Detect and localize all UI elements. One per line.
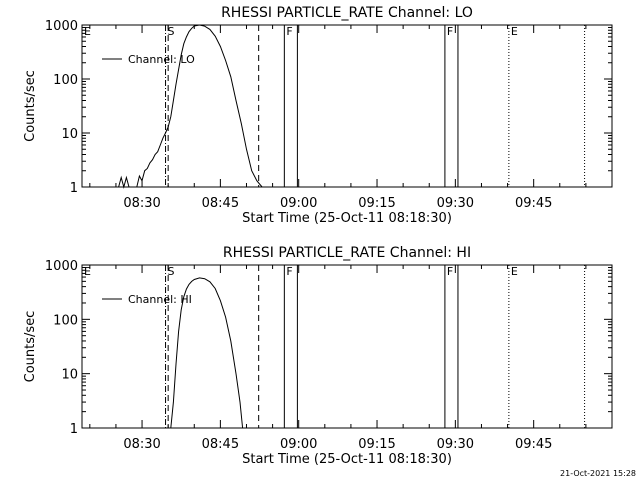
y-axis-label: Counts/sec (23, 70, 38, 142)
x-tick-label: 08:30 (123, 196, 160, 211)
y-axis-label: Counts/sec (23, 311, 38, 383)
y-tick-label: 1000 (45, 19, 78, 34)
chart-panel-0: RHESSI PARTICLE_RATE Channel: LO 1 10 100 10… (23, 5, 613, 226)
x-tick-label: 08:45 (202, 196, 239, 211)
legend-label: Channel: LO (128, 53, 195, 66)
x-tick-label: 09:45 (515, 196, 552, 211)
series-line (170, 277, 244, 429)
y-tick-label: 100 (53, 73, 78, 88)
chart-panel-1: RHESSI PARTICLE_RATE Channel: HI 1 10 100 10… (23, 245, 613, 467)
event-marker-label: F (447, 25, 453, 38)
plot-frame (81, 264, 613, 429)
y-tick-label: 1000 (45, 259, 78, 274)
x-tick-label: 08:30 (123, 437, 160, 452)
y-tick-label: 10 (61, 127, 78, 142)
event-marker-label: E (84, 25, 91, 38)
legend-label: Channel: HI (128, 293, 192, 306)
chart-title: RHESSI PARTICLE_RATE Channel: LO (221, 5, 473, 21)
x-tick-label: 09:30 (437, 196, 474, 211)
x-axis-label: Start Time (25-Oct-11 08:18:30) (242, 452, 452, 467)
x-axis-label: Start Time (25-Oct-11 08:18:30) (242, 211, 452, 226)
x-tick-label: 08:45 (202, 437, 239, 452)
chart-title: RHESSI PARTICLE_RATE Channel: HI (223, 245, 471, 261)
series-line (118, 24, 263, 189)
event-marker-label: E (511, 265, 518, 278)
y-tick-label: 10 (61, 368, 78, 383)
x-tick-label: 09:00 (280, 196, 317, 211)
y-tick-label: 1 (70, 181, 78, 196)
x-tick-label: 09:00 (280, 437, 317, 452)
event-marker-label: F (447, 265, 453, 278)
event-marker-label: F (286, 265, 292, 278)
x-tick-label: 09:15 (358, 437, 395, 452)
plot-frame (81, 24, 613, 188)
x-tick-label: 09:30 (437, 437, 474, 452)
y-tick-label: 1 (70, 422, 78, 437)
x-tick-label: 09:15 (358, 196, 395, 211)
y-tick-label: 100 (53, 313, 78, 328)
event-marker-label: F (286, 25, 292, 38)
plot-timestamp: 21-Oct-2021 15:28 (560, 469, 636, 478)
event-marker-label: E (84, 265, 91, 278)
event-marker-label: E (511, 25, 518, 38)
event-marker-label: S (168, 265, 175, 278)
event-marker-label: S (168, 25, 175, 38)
x-tick-label: 09:45 (515, 437, 552, 452)
